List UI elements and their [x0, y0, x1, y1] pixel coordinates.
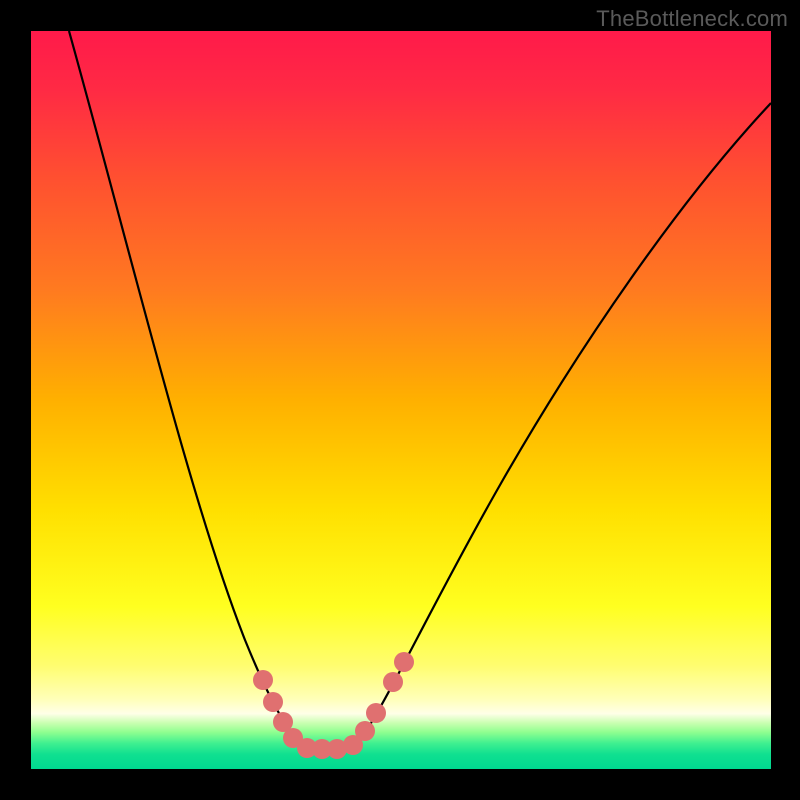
- sweet-spot-dot: [383, 672, 403, 692]
- sweet-spot-dot: [263, 692, 283, 712]
- sweet-spot-dot: [394, 652, 414, 672]
- bottleneck-chart: [31, 31, 771, 769]
- sweet-spot-dot: [355, 721, 375, 741]
- sweet-spot-dot: [253, 670, 273, 690]
- watermark-text: TheBottleneck.com: [596, 6, 788, 32]
- plot-area: [31, 31, 771, 769]
- sweet-spot-dot: [366, 703, 386, 723]
